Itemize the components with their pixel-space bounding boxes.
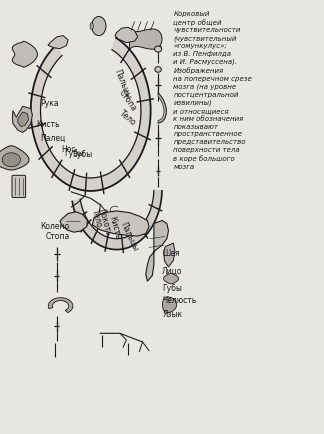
- Text: Шея: Шея: [162, 250, 179, 258]
- Text: Нос: Нос: [62, 145, 76, 154]
- Text: Локоть: Локоть: [97, 207, 113, 237]
- Text: Корковый
центр общей
чувствительности
(чувствительный
«гомункулус»;
из В. Пенфил: Корковый центр общей чувствительности (ч…: [173, 11, 252, 170]
- Ellipse shape: [90, 23, 93, 30]
- Text: Тело: Тело: [118, 108, 138, 127]
- Text: Губы: Губы: [64, 148, 84, 158]
- Ellipse shape: [155, 46, 162, 52]
- Text: Палец: Палец: [40, 134, 66, 143]
- Text: Зубы: Зубы: [72, 149, 92, 158]
- Polygon shape: [31, 38, 151, 191]
- FancyBboxPatch shape: [12, 175, 26, 197]
- Text: Колено: Колено: [40, 222, 70, 231]
- Text: Пальцы: Пальцы: [112, 68, 132, 100]
- Text: Стопа: Стопа: [117, 88, 138, 113]
- Text: Кисть: Кисть: [36, 120, 60, 128]
- Text: Тело: Тело: [90, 208, 104, 229]
- Ellipse shape: [155, 66, 161, 72]
- Text: Язык: Язык: [162, 310, 182, 319]
- Polygon shape: [72, 191, 162, 250]
- Polygon shape: [12, 106, 32, 132]
- Polygon shape: [158, 93, 166, 123]
- Polygon shape: [115, 27, 138, 43]
- Text: Рука: Рука: [40, 99, 59, 108]
- Text: Челюсть: Челюсть: [162, 296, 196, 305]
- Text: Пальцы: Пальцы: [119, 220, 140, 253]
- Polygon shape: [48, 36, 68, 49]
- Text: Стопа: Стопа: [45, 232, 70, 241]
- Polygon shape: [18, 112, 29, 127]
- Text: Губы: Губы: [162, 284, 182, 293]
- Polygon shape: [92, 211, 149, 236]
- Polygon shape: [164, 273, 179, 284]
- Polygon shape: [163, 297, 177, 312]
- Polygon shape: [2, 153, 20, 167]
- Text: Кисть: Кисть: [108, 215, 122, 240]
- Polygon shape: [12, 41, 38, 67]
- Polygon shape: [146, 220, 168, 281]
- Polygon shape: [164, 243, 175, 267]
- Circle shape: [92, 16, 106, 36]
- Polygon shape: [129, 29, 162, 49]
- Polygon shape: [48, 298, 73, 312]
- Text: Лицо: Лицо: [162, 267, 182, 276]
- Polygon shape: [60, 212, 87, 232]
- Polygon shape: [0, 146, 29, 170]
